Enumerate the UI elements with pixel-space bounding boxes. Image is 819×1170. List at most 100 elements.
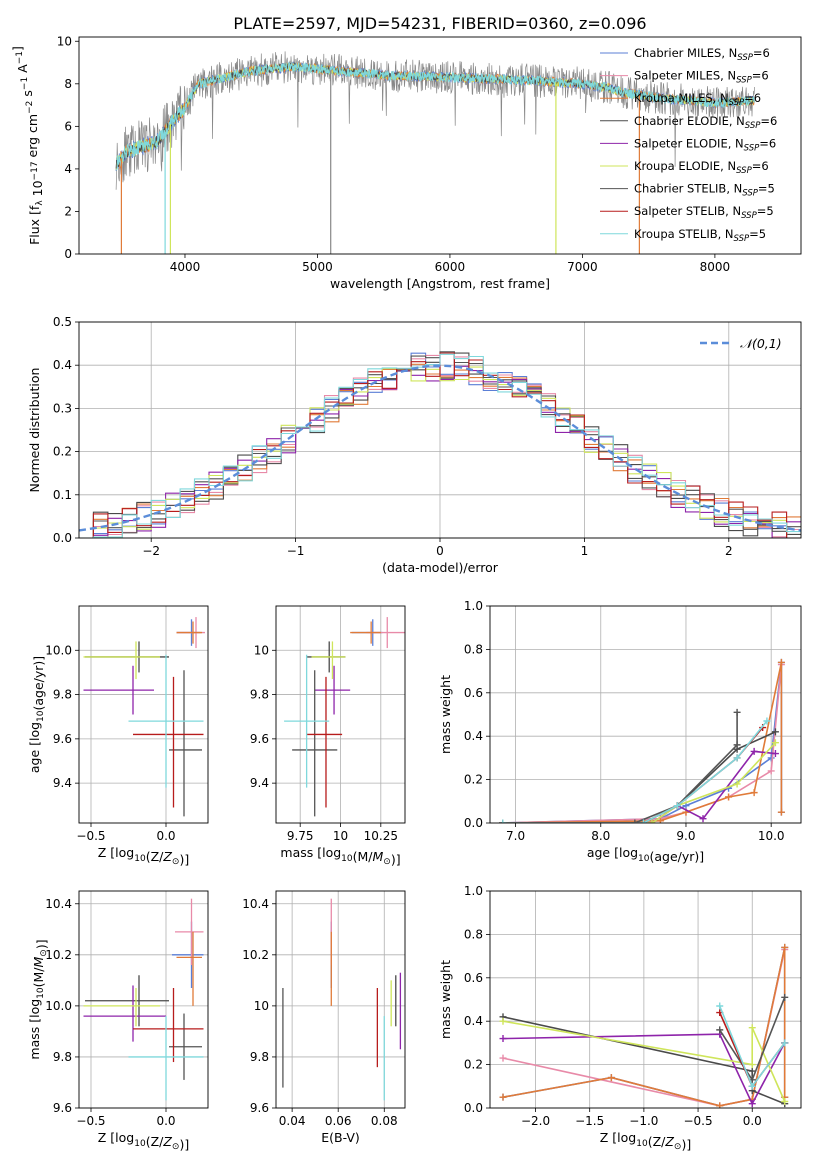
y-tick-label: 4	[64, 162, 72, 176]
x-tick-label: 9.0	[676, 829, 695, 843]
axes-mass-weight-vs-z: −2.0 −1.5 −1.0 −0.5 0.0 0.0 0.2 0.4 0.6 0.8 1.0 Z […	[438, 884, 802, 1152]
x-axis-label: Z [log10(Z/Z⊙)]	[98, 845, 189, 867]
plot-area	[284, 617, 405, 817]
label-part: 10	[636, 1139, 648, 1149]
legend-part: SSP	[734, 234, 750, 244]
label-part: age [	[27, 741, 42, 773]
weight-marker	[767, 754, 775, 762]
label-part: E(B-V)	[321, 1130, 360, 1145]
legend-entry: Salpeter STELIB, NSSP=5	[634, 204, 774, 221]
x-tick-label: 0	[436, 544, 444, 558]
gridlines	[276, 606, 405, 823]
legend-entry: Chabrier STELIB, NSSP=5	[634, 182, 775, 199]
legend-part: =6	[760, 114, 777, 128]
legend-entry: Kroupa ELODIE, NSSP=6	[634, 159, 769, 176]
x-axis-label: Z [log10(Z/Z⊙)]	[600, 1130, 691, 1152]
label-part: 10	[36, 987, 46, 999]
y-tick-label: 10	[57, 34, 72, 48]
y-tick-label: 0.4	[464, 729, 483, 743]
x-tick-label: 0.08	[371, 1114, 398, 1128]
label-part: A	[15, 64, 30, 73]
label-part: s	[20, 90, 35, 97]
weight-marker	[656, 817, 664, 823]
y-tick-label: 0.4	[464, 1014, 483, 1028]
weight-marker	[716, 1102, 724, 1108]
y-tick-label: 0.2	[53, 445, 72, 459]
x-tick-label: 7000	[567, 260, 598, 274]
label-part: Z [	[600, 1130, 617, 1145]
legend-part: =6	[752, 69, 769, 83]
label-part: −1	[20, 77, 30, 90]
y-tick-label: 9.6	[250, 1101, 269, 1115]
plot-area	[83, 898, 204, 1101]
label-part: −17	[30, 161, 40, 180]
legend-entry: 𝒩(0,1)	[740, 336, 782, 351]
weight-marker	[781, 943, 789, 951]
label-part: log	[27, 999, 42, 1018]
x-tick-label: −1	[287, 544, 305, 558]
weight-marker	[639, 819, 647, 823]
label-part: (M/	[31, 967, 46, 988]
y-axis-label: mass weight	[438, 960, 453, 1039]
label-part: M	[31, 957, 46, 968]
weight-marker	[499, 1093, 507, 1101]
weight-marker	[781, 993, 789, 1001]
label-part: Z	[664, 1134, 674, 1149]
axes-frame	[275, 605, 406, 824]
x-tick-label: −1.5	[575, 1114, 604, 1128]
legend-entry: Salpeter ELODIE, NSSP=6	[634, 136, 776, 153]
x-tick-label: −0.5	[683, 1114, 712, 1128]
weight-marker	[716, 1002, 724, 1010]
y-tick-label: 0.3	[53, 401, 72, 415]
y-tick-label: 1.0	[464, 884, 483, 898]
label-part: 10	[30, 180, 45, 196]
label-part: (Z/	[648, 1134, 666, 1149]
weight-marker	[499, 1017, 507, 1025]
label-part: (M/	[353, 849, 374, 864]
weight-marker	[733, 741, 741, 749]
label-part: mass weight	[438, 960, 453, 1039]
y-tick-label: 10	[254, 999, 269, 1013]
legend-part: =6	[759, 136, 776, 150]
legend-part: =6	[753, 46, 770, 60]
label-part: λ	[35, 200, 45, 206]
x-tick-label: 0.0	[743, 1114, 762, 1128]
weights-chabrier_miles	[502, 662, 783, 823]
axes-mass-vs-z: −0.5 0.09.69.810.010.210.4Z [log10(Z/Z⊙)]…	[27, 890, 209, 1152]
legend-part: =6	[744, 91, 761, 105]
label-part: Z [	[98, 845, 115, 860]
y-tick-label: 10.2	[242, 948, 269, 962]
label-part: )]	[179, 852, 189, 867]
x-tick-label: −2	[142, 544, 160, 558]
x-axis-label: age [log10(age/yr)]	[587, 845, 704, 864]
y-tick-label: 9.6	[53, 732, 72, 746]
legend-entry: Kroupa STELIB, NSSP=5	[634, 227, 766, 244]
weight-marker	[777, 808, 785, 816]
x-tick-label: 10.0	[758, 829, 785, 843]
weight-marker	[699, 815, 707, 823]
label-part: )]	[179, 1137, 189, 1152]
legend-part: Chabrier ELODIE, N	[634, 114, 745, 128]
y-axis-label: age [log10(age/yr)]	[27, 656, 46, 773]
label-part: log	[115, 1130, 134, 1145]
x-tick-label: 4000	[170, 260, 201, 274]
legend-part: Chabrier STELIB, N	[634, 182, 742, 196]
label-part: Z [	[98, 1130, 115, 1145]
label-part: (Z/	[146, 1134, 164, 1149]
gaussian-curve	[79, 364, 801, 532]
weight-marker	[777, 658, 785, 666]
weight-marker	[748, 1100, 756, 1108]
label-part: ⊙	[39, 949, 49, 957]
x-tick-label: 0.06	[325, 1114, 352, 1128]
legend-part: =5	[758, 182, 775, 196]
weight-marker	[607, 1074, 615, 1082]
y-tick-label: 10.4	[242, 897, 269, 911]
y-tick-label: 10.4	[45, 897, 72, 911]
x-tick-label: 1	[581, 544, 589, 558]
weight-marker	[771, 750, 779, 758]
label-part: (data-model)/error	[382, 560, 499, 575]
label-part: Normed distribution	[27, 368, 42, 493]
y-tick-label: 9.6	[53, 1101, 72, 1115]
weights-kroupa_elodie	[502, 742, 776, 823]
weight-marker	[748, 1067, 756, 1075]
